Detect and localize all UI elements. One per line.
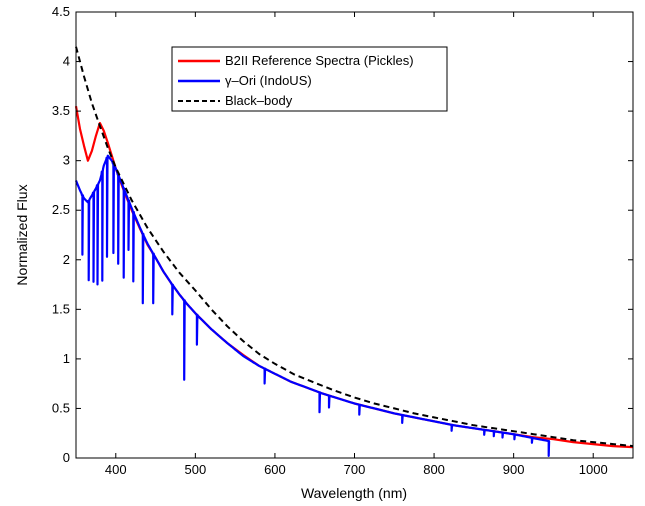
y-axis-title: Normalized Flux [14, 184, 30, 285]
x-tick-label: 500 [185, 462, 207, 477]
y-tick-label: 3.5 [52, 103, 70, 118]
y-tick-label: 2.5 [52, 202, 70, 217]
legend: B2II Reference Spectra (Pickles) γ–Ori (… [171, 46, 448, 112]
y-tick-label: 4 [63, 54, 70, 69]
y-tick-label: 1 [63, 351, 70, 366]
legend-label-gamma-ori: γ–Ori (IndoUS) [225, 73, 312, 88]
x-tick-label: 1000 [579, 462, 608, 477]
y-tick-label: 1.5 [52, 301, 70, 316]
y-tick-label: 0.5 [52, 400, 70, 415]
legend-label-black-body: Black–body [225, 93, 293, 108]
x-tick-label: 800 [423, 462, 445, 477]
x-tick-label: 400 [105, 462, 127, 477]
legend-box [171, 46, 448, 112]
series-layer [74, 46, 634, 457]
series-line-gamma-ori [74, 154, 551, 457]
legend-label-pickles: B2II Reference Spectra (Pickles) [225, 53, 414, 68]
ticks-layer: 400 500 600 700 800 900 1000 0 0.5 1 1.5 2 2.5 3 3.5 4 4… [52, 4, 633, 477]
x-axis-title: Wavelength (nm) [301, 485, 407, 501]
y-tick-label: 3 [63, 153, 70, 168]
series-line-black-body [75, 46, 634, 448]
y-tick-label: 4.5 [52, 4, 70, 19]
x-tick-label: 600 [264, 462, 286, 477]
x-tick-label: 900 [503, 462, 525, 477]
y-tick-label: 0 [63, 450, 70, 465]
y-tick-label: 2 [63, 252, 70, 267]
x-tick-label: 700 [344, 462, 366, 477]
